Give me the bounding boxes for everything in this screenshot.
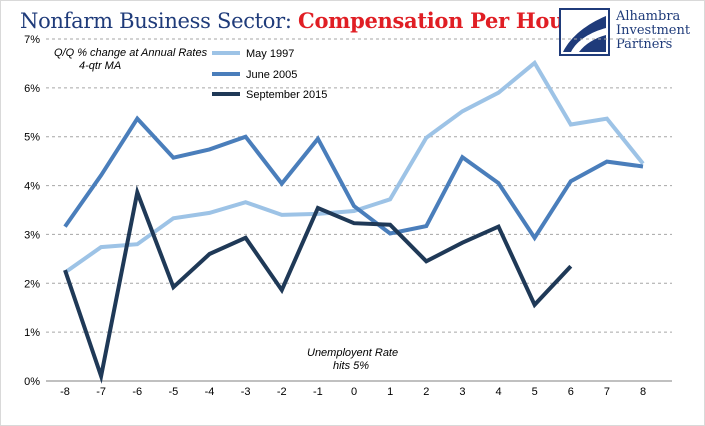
x-tick-label: -3 xyxy=(241,386,251,398)
series-lines xyxy=(63,59,645,384)
legend-label: June 2005 xyxy=(246,69,297,81)
x-tick-label: 4 xyxy=(495,386,501,398)
y-tick-label: 2% xyxy=(24,278,40,290)
title-part-2: Compensation Per Hour xyxy=(298,8,575,33)
x-tick-label: 3 xyxy=(459,386,465,398)
legend-label: September 2015 xyxy=(246,89,327,101)
y-tick-label: 4% xyxy=(24,181,40,193)
x-tick-label: -4 xyxy=(205,386,215,398)
y-tick-label: 7% xyxy=(24,34,40,46)
logo-text: Alhambra Investment Partners xyxy=(616,10,690,52)
x-tick-label: 8 xyxy=(640,386,646,398)
logo-icon xyxy=(559,8,610,56)
page-title: Nonfarm Business Sector: Compensation Pe… xyxy=(20,8,575,33)
series-line-may-1997 xyxy=(63,59,645,275)
annotation-top-line-2: 4-qtr MA xyxy=(79,60,121,72)
x-tick-label: 1 xyxy=(387,386,393,398)
series-line-september-2015 xyxy=(63,185,573,384)
logo-line-3: Partners xyxy=(616,37,673,52)
annotations: Q/Q % change at Annual Rates 4-qtr MA Un… xyxy=(54,47,398,372)
series-line-june-2005 xyxy=(63,115,644,242)
y-tick-label: 1% xyxy=(24,327,40,339)
x-tick-label: -6 xyxy=(132,386,142,398)
y-tick-label: 0% xyxy=(24,376,40,388)
x-tick-label: -2 xyxy=(277,386,287,398)
x-tick-label: 2 xyxy=(423,386,429,398)
x-tick-label: -5 xyxy=(168,386,178,398)
legend-label: May 1997 xyxy=(246,48,294,60)
title-part-1: Nonfarm Business Sector: xyxy=(20,9,299,33)
y-tick-label: 5% xyxy=(24,132,40,144)
logo-line-2: Investment xyxy=(616,23,691,38)
x-tick-label: -1 xyxy=(313,386,323,398)
annotation-top-line-1: Q/Q % change at Annual Rates xyxy=(54,47,208,59)
x-tick-label: 0 xyxy=(351,386,357,398)
logo-line-1: Alhambra xyxy=(616,9,681,24)
x-tick-label: 5 xyxy=(532,386,538,398)
y-tick-label: 3% xyxy=(24,229,40,241)
x-tick-label: 7 xyxy=(604,386,610,398)
annotation-bottom-line-2: hits 5% xyxy=(333,360,369,372)
grid-lines xyxy=(46,38,672,333)
y-tick-label: 6% xyxy=(24,83,40,95)
x-tick-label: -8 xyxy=(60,386,70,398)
x-tick-label: -7 xyxy=(96,386,106,398)
legend: May 1997 June 2005 September 2015 xyxy=(212,48,327,101)
annotation-bottom-line-1: Unemployent Rate xyxy=(307,347,398,359)
x-tick-label: 6 xyxy=(568,386,574,398)
axes: 0% 1% 2% 3% 4% 5% 6% 7% -8 -7 -6 -5 -4 -3 -2 -1 0 1 2 3 4 5 6 7… xyxy=(24,34,672,398)
